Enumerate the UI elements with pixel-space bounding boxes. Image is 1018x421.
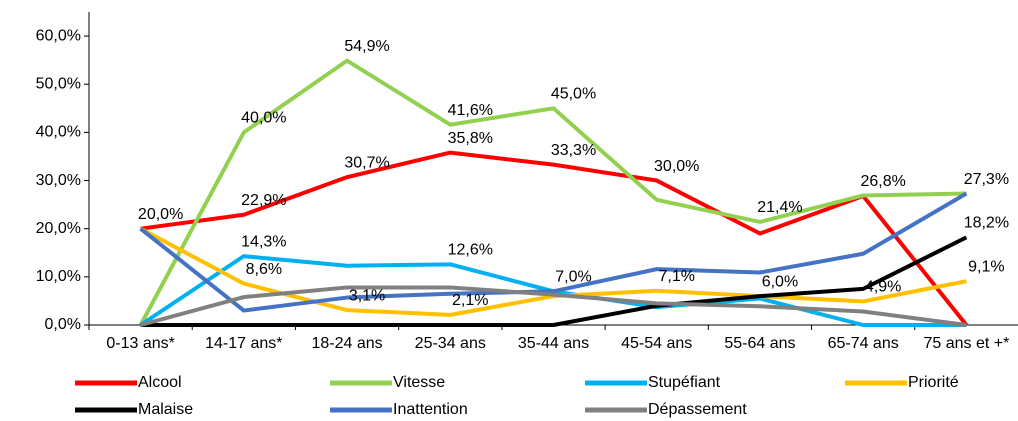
data-label: 14,3% (241, 233, 286, 250)
data-label: 12,6% (448, 242, 493, 259)
data-label: 9,1% (968, 258, 1004, 275)
data-label: 3,1% (349, 287, 385, 304)
y-tick-label: 0,0% (45, 316, 81, 333)
line-series (138, 58, 967, 326)
line-series (140, 285, 967, 327)
x-tick-label: 0-13 ans* (106, 335, 175, 352)
x-tick-label: 45-54 ans (621, 335, 693, 352)
data-label: 21,4% (757, 199, 802, 216)
line-series (140, 235, 968, 327)
data-label: 26,8% (860, 173, 905, 190)
x-tick-label: 35-44 ans (517, 335, 590, 352)
data-label: 54,9% (344, 38, 389, 55)
y-tick-label: 60,0% (36, 27, 81, 44)
line-series (140, 150, 968, 327)
x-tick-label: 75 ans et +* (923, 335, 1010, 352)
data-label: 6,0% (762, 273, 798, 290)
y-tick-label: 20,0% (36, 220, 81, 237)
data-label: 8,6% (246, 261, 282, 278)
data-label: 20,0% (138, 206, 183, 223)
legend-label: Alcool (138, 374, 182, 391)
data-label: 7,0% (555, 269, 591, 286)
x-tick-label: 18-24 ans (311, 335, 383, 352)
data-label: 41,6% (448, 102, 493, 119)
line-series (139, 191, 968, 313)
legend-label: Vitesse (393, 374, 445, 391)
data-label: 27,3% (964, 171, 1009, 188)
x-tick-label: 65-74 ans (827, 335, 899, 352)
legend-label: Priorité (908, 374, 959, 391)
y-tick-label: 40,0% (36, 124, 81, 141)
x-tick-label: 14-17 ans* (205, 335, 283, 352)
data-label: 33,3% (551, 142, 596, 159)
data-label: 35,8% (448, 130, 493, 147)
data-label: 18,2% (964, 215, 1009, 232)
legend-label: Inattention (393, 401, 468, 418)
x-tick-label: 25-34 ans (414, 335, 486, 352)
data-label: 30,7% (344, 154, 389, 171)
data-label: 30,0% (654, 158, 699, 175)
y-tick-label: 10,0% (36, 268, 81, 285)
data-label: 7,1% (658, 268, 694, 285)
y-tick-label: 30,0% (36, 172, 81, 189)
data-label: 22,9% (241, 192, 286, 209)
data-label: 4,9% (865, 279, 901, 296)
legend-label: Stupéfiant (648, 374, 721, 391)
x-tick-label: 55-64 ans (724, 335, 796, 352)
legend-label: Dépassement (648, 401, 747, 418)
data-label: 40,0% (241, 110, 286, 127)
data-label: 45,0% (551, 86, 596, 103)
legend-label: Malaise (138, 401, 193, 418)
data-label: 2,1% (452, 292, 488, 309)
y-tick-label: 50,0% (36, 75, 81, 92)
